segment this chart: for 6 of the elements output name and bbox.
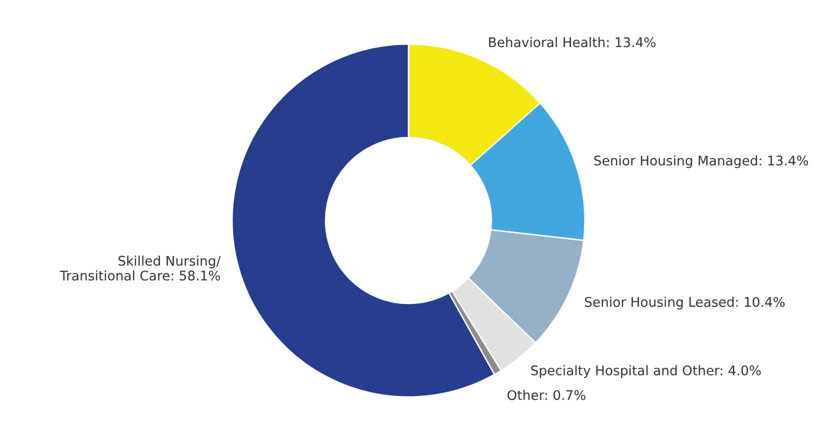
slice-label: Senior Housing Managed: 13.4% xyxy=(594,155,808,168)
slice-label: Senior Housing Leased: 10.4% xyxy=(584,296,785,310)
slice-label: Behavioral Health: 13.4% xyxy=(489,37,656,48)
slice-label: Other: 0.7% xyxy=(507,390,586,400)
slice-label: Skilled Nursing/ Transitional Care: 58.1% xyxy=(60,256,221,281)
slice-label: Specialty Hospital and Other: 4.0% xyxy=(531,365,761,378)
